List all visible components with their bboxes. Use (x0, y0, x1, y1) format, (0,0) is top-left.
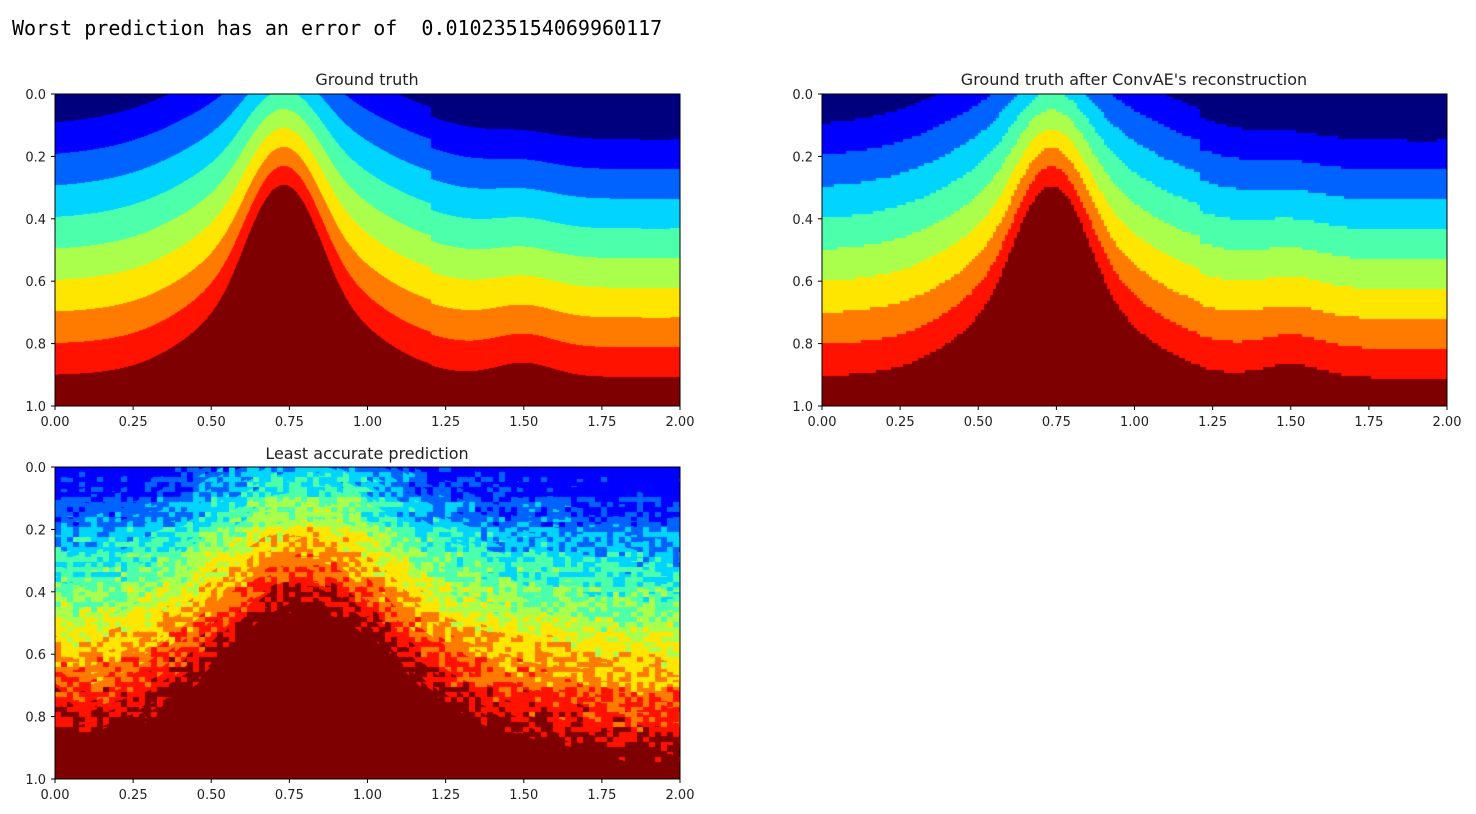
x-tick-label: 2.00 (666, 415, 695, 430)
x-tick-label: 1.25 (431, 415, 460, 430)
output-text: Worst prediction has an error of 0.01023… (12, 16, 663, 40)
x-tick-label: 1.50 (509, 788, 538, 803)
x-tick-label: 2.00 (666, 788, 695, 803)
x-tick-label: 1.75 (1354, 415, 1383, 430)
y-tick-label: 0.4 (25, 213, 46, 228)
x-tick-label: 2.00 (1433, 415, 1462, 430)
reconstruction-heatmap (822, 94, 1447, 406)
x-tick-label: 1.00 (353, 788, 382, 803)
x-tick-label: 0.25 (886, 415, 915, 430)
y-tick-label: 1.0 (792, 400, 813, 415)
y-tick-label: 1.0 (25, 773, 46, 788)
x-tick-label: 0.50 (197, 415, 226, 430)
x-tick-label: 1.25 (1198, 415, 1227, 430)
reconstruction-title: Ground truth after ConvAE's reconstructi… (961, 70, 1307, 89)
ground-truth-heatmap (55, 94, 680, 406)
x-tick-label: 1.75 (587, 415, 616, 430)
least-accurate-title: Least accurate prediction (265, 444, 468, 463)
ground-truth-title: Ground truth (315, 70, 418, 89)
y-tick-label: 0.0 (25, 461, 46, 476)
x-tick-label: 0.50 (197, 788, 226, 803)
y-tick-label: 0.8 (25, 338, 46, 353)
x-tick-label: 1.75 (587, 788, 616, 803)
x-tick-label: 1.50 (1276, 415, 1305, 430)
x-tick-label: 1.25 (431, 788, 460, 803)
x-tick-label: 1.00 (1120, 415, 1149, 430)
least-accurate-heatmap (55, 467, 680, 779)
y-tick-label: 0.6 (25, 275, 46, 290)
x-tick-label: 0.75 (275, 788, 304, 803)
x-tick-label: 0.25 (119, 788, 148, 803)
y-tick-label: 1.0 (25, 400, 46, 415)
x-tick-label: 0.00 (41, 788, 70, 803)
least-accurate-plot: Least accurate prediction 0.00 0.25 0.50 0.… (25, 444, 694, 803)
x-tick-label: 0.50 (964, 415, 993, 430)
ground-truth-plot: Ground truth 0.00 0.25 0.50 0.75 1.00 1.25 1.5… (25, 70, 694, 430)
y-tick-label: 0.8 (25, 711, 46, 726)
y-tick-label: 0.4 (792, 213, 813, 228)
y-tick-label: 0.2 (792, 150, 813, 165)
y-tick-label: 0.0 (792, 88, 813, 103)
y-tick-label: 0.6 (25, 648, 46, 663)
y-tick-label: 0.2 (25, 150, 46, 165)
x-tick-label: 0.75 (1042, 415, 1071, 430)
y-tick-label: 0.8 (792, 338, 813, 353)
x-tick-label: 0.00 (41, 415, 70, 430)
x-tick-label: 1.50 (509, 415, 538, 430)
x-tick-label: 0.25 (119, 415, 148, 430)
y-tick-label: 0.4 (25, 586, 46, 601)
y-tick-label: 0.6 (792, 275, 813, 290)
y-tick-label: 0.2 (25, 523, 46, 538)
x-tick-label: 1.00 (353, 415, 382, 430)
x-tick-label: 0.75 (275, 415, 304, 430)
x-tick-label: 0.00 (808, 415, 837, 430)
y-tick-label: 0.0 (25, 88, 46, 103)
reconstruction-plot: Ground truth after ConvAE's reconstructi… (792, 70, 1461, 430)
